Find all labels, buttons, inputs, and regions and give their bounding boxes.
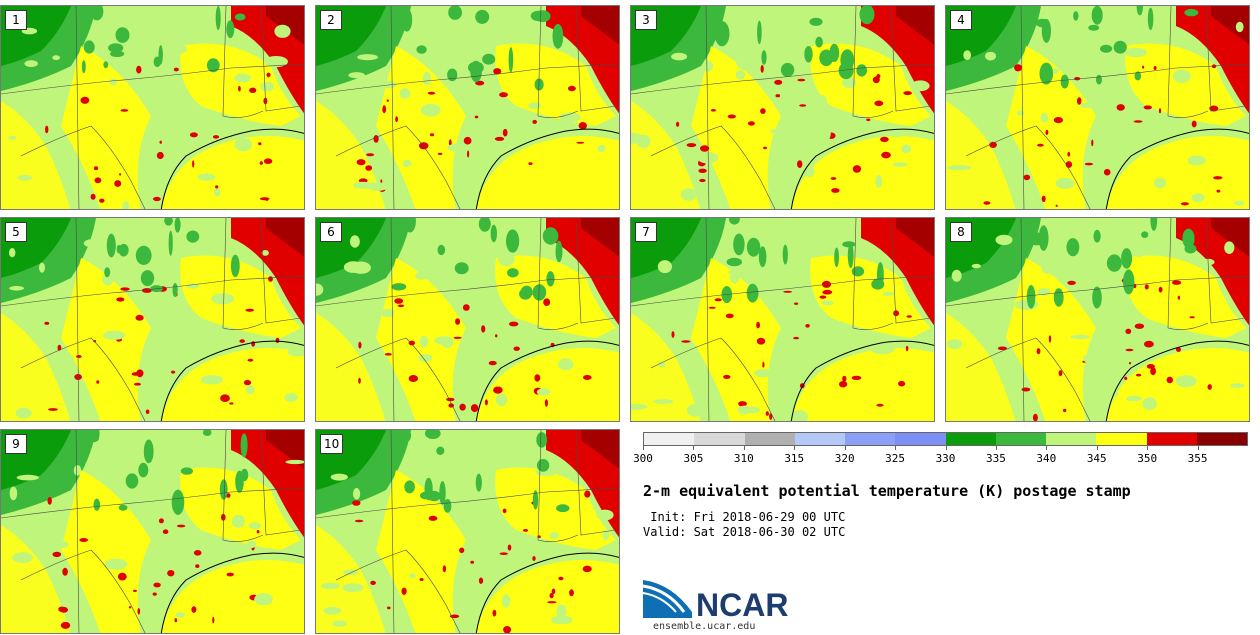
site-url: ensemble.ucar.edu (653, 621, 756, 632)
weather-map-ensemble-member-5 (1, 218, 304, 421)
weather-map-ensemble-member-9 (1, 430, 304, 633)
panel-label: 7 (635, 222, 657, 242)
colorbar-tick-label: 330 (935, 452, 956, 465)
weather-map-ensemble-member-10 (316, 430, 619, 633)
colorbar-tick-label: 355 (1187, 452, 1208, 465)
panel-label: 10 (320, 434, 344, 454)
panel-label: 4 (950, 10, 972, 30)
colorbar-tick-label: 325 (885, 452, 906, 465)
colorbar-segment (1046, 433, 1097, 445)
colorbar-tick-mark (1147, 446, 1149, 450)
colorbar-tick-label: 310 (733, 452, 754, 465)
colorbar-tick-label: 305 (683, 452, 704, 465)
colorbar-tick-label: 340 (1036, 452, 1057, 465)
colorbar-tick-mark (844, 446, 846, 450)
init-time: Init: Fri 2018-06-29 00 UTC (643, 510, 846, 524)
colorbar (643, 432, 1248, 446)
colorbar-tick-mark (643, 446, 644, 450)
colorbar-tick-mark (794, 446, 796, 450)
weather-map-ensemble-member-3 (631, 6, 934, 209)
colorbar-tick-label: 300 (633, 452, 653, 465)
weather-map-ensemble-member-1 (1, 6, 304, 209)
weather-map-ensemble-member-7 (631, 218, 934, 421)
colorbar-tick-mark (945, 446, 947, 450)
panel-label: 3 (635, 10, 657, 30)
colorbar-segment (644, 433, 695, 445)
colorbar-segment (845, 433, 896, 445)
panel-label: 6 (320, 222, 342, 242)
weather-map-ensemble-member-6 (316, 218, 619, 421)
panel-7: 7 (630, 217, 935, 422)
ncar-logo-icon: NCAR (642, 580, 788, 620)
colorbar-segment (1146, 433, 1197, 445)
colorbar-tick-mark (1046, 446, 1048, 450)
colorbar-tick-mark (743, 446, 745, 450)
panel-label: 8 (950, 222, 972, 242)
colorbar-segment (945, 433, 996, 445)
colorbar-segment (794, 433, 845, 445)
colorbar-segment (744, 433, 795, 445)
colorbar-tick-mark (693, 446, 695, 450)
colorbar-segment (1196, 433, 1247, 445)
colorbar-segment (694, 433, 745, 445)
colorbar-tick-label: 320 (834, 452, 855, 465)
valid-time: Valid: Sat 2018-06-30 02 UTC (643, 525, 846, 539)
colorbar-tick-mark (1096, 446, 1098, 450)
colorbar-ticks: 300 305 310 315 320 325 330 335 340 345 350 355 (633, 446, 1248, 466)
panel-1: 1 (0, 5, 305, 210)
panel-3: 3 (630, 5, 935, 210)
panel-9: 9 (0, 429, 305, 634)
weather-map-ensemble-member-8 (946, 218, 1249, 421)
weather-map-ensemble-member-4 (946, 6, 1249, 209)
panel-label: 2 (320, 10, 342, 30)
panel-10: 10 (315, 429, 620, 634)
colorbar-tick-mark (995, 446, 997, 450)
colorbar-tick-label: 315 (784, 452, 805, 465)
panel-5: 5 (0, 217, 305, 422)
panel-label: 5 (5, 222, 27, 242)
panel-2: 2 (315, 5, 620, 210)
colorbar-tick-mark (1197, 446, 1199, 450)
panel-4: 4 (945, 5, 1250, 210)
colorbar-tick-label: 350 (1137, 452, 1158, 465)
logo-text: NCAR (696, 587, 788, 620)
colorbar-segment (1096, 433, 1147, 445)
colorbar-segment (995, 433, 1046, 445)
colorbar-tick-mark (895, 446, 897, 450)
panel-8: 8 (945, 217, 1250, 422)
panel-label: 1 (5, 10, 27, 30)
panel-label: 9 (5, 434, 27, 454)
panel-6: 6 (315, 217, 620, 422)
colorbar-segment (895, 433, 946, 445)
weather-map-ensemble-member-2 (316, 6, 619, 209)
colorbar-tick-label: 345 (1086, 452, 1107, 465)
colorbar-tick-label: 335 (985, 452, 1006, 465)
chart-title: 2-m equivalent potential temperature (K)… (643, 482, 1131, 500)
